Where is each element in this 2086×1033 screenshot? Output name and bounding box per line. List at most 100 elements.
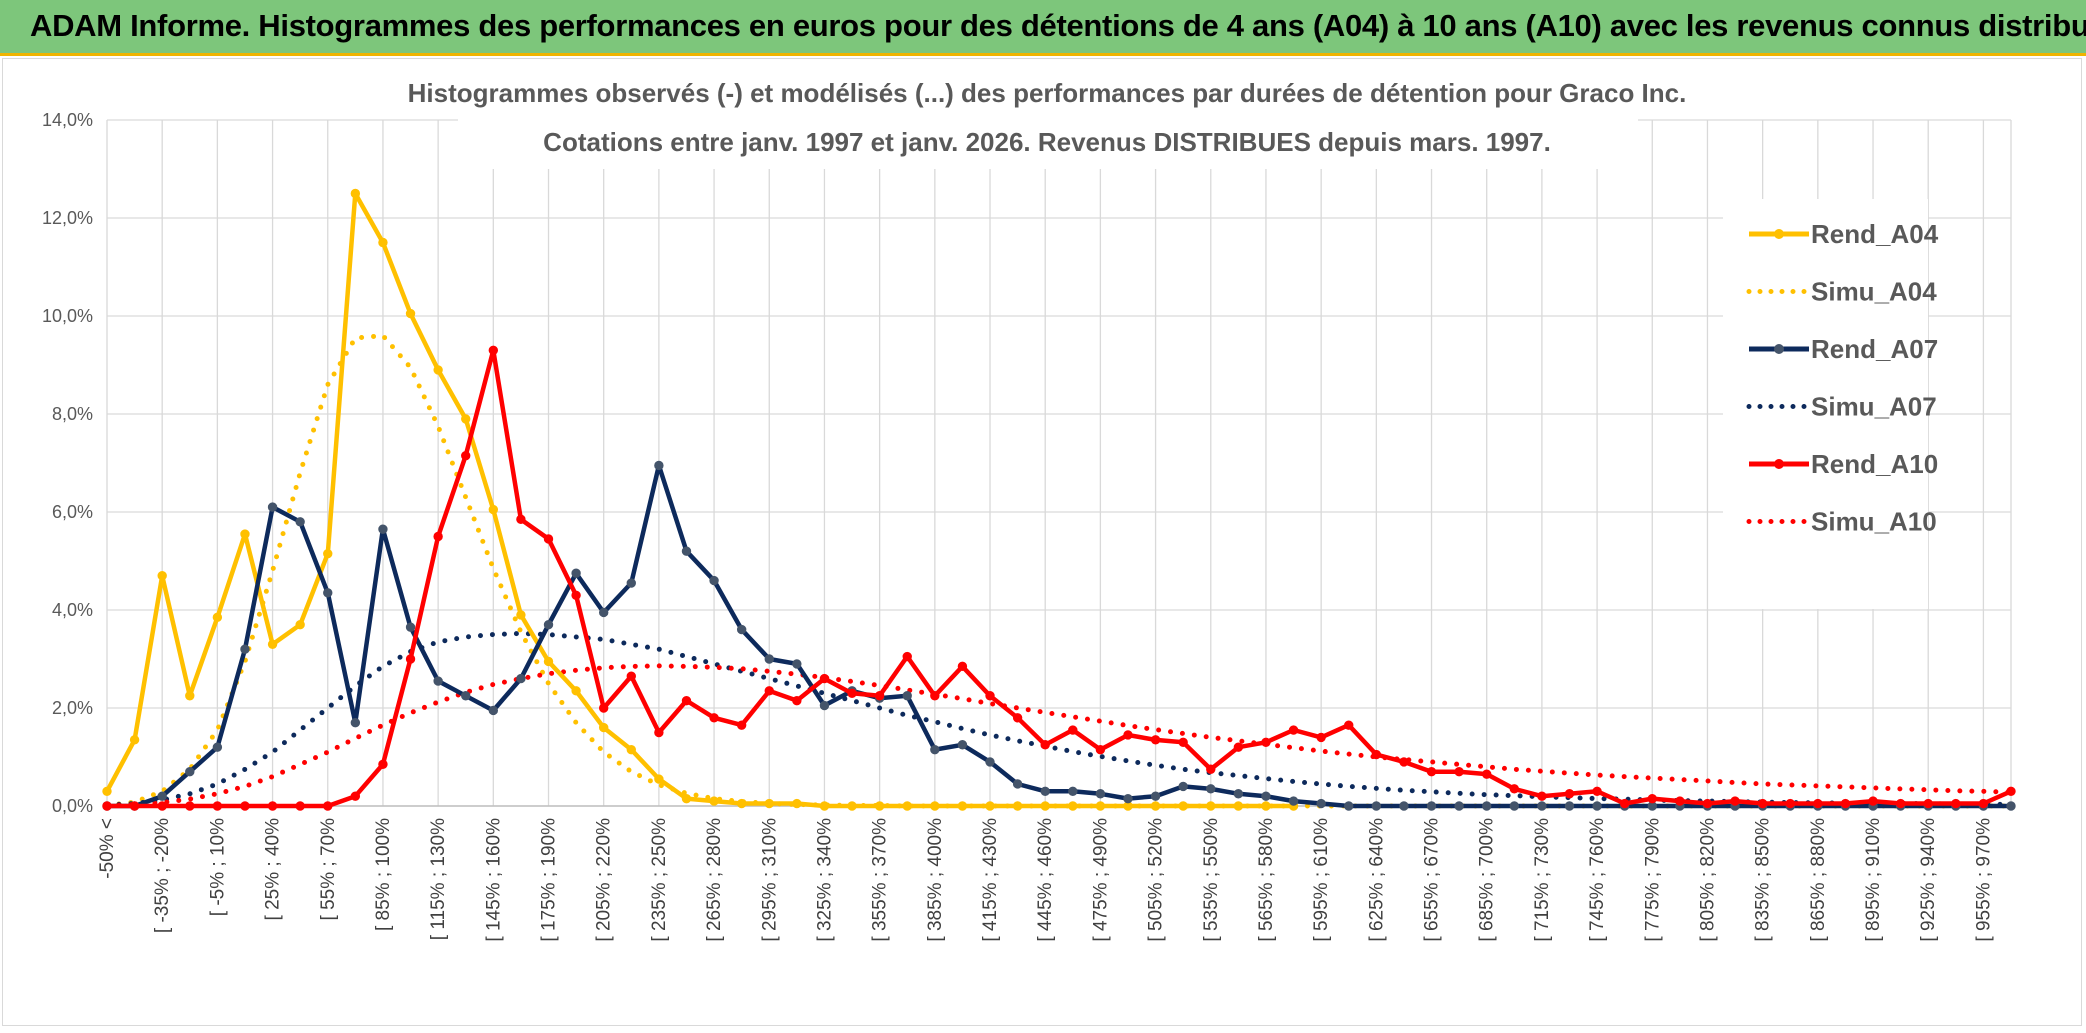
data-point: [654, 727, 664, 738]
data-point: [874, 801, 885, 811]
data-point: [957, 740, 968, 750]
data-point: [516, 514, 526, 525]
legend-label: Rend_A07: [1811, 334, 1938, 364]
data-point: [792, 695, 802, 706]
data-point: [1288, 796, 1299, 806]
data-point: [405, 622, 416, 632]
series-line-rend-a10: [107, 348, 2012, 809]
data-point: [1150, 791, 1161, 801]
x-tick-label: [ -35% ; -20%: [152, 818, 173, 933]
data-point: [350, 718, 361, 728]
chart-subtitle: Cotations entre janv. 1997 et janv. 2026…: [543, 127, 1551, 157]
x-tick-label: [ 385% ; 400%: [925, 818, 946, 942]
data-point: [1233, 801, 1244, 811]
series-lines: [102, 188, 2016, 811]
series-line-simu-a10: [104, 663, 2014, 808]
data-point: [1564, 789, 1575, 799]
x-tick-label: [ 955% ; 970%: [1973, 818, 1994, 942]
y-tick-label: 2,0%: [52, 698, 93, 718]
x-tick-label: [ 415% ; 430%: [980, 818, 1001, 942]
x-tick-label: [ 715% ; 730%: [1532, 818, 1553, 942]
data-point: [764, 798, 774, 809]
data-point: [1813, 798, 1823, 809]
data-point: [1095, 744, 1106, 755]
data-point: [1371, 749, 1382, 760]
data-point: [185, 801, 195, 811]
data-point: [571, 590, 581, 600]
data-point: [874, 691, 885, 701]
chart-title-block: Histogrammes observés (-) et modélisés (…: [408, 65, 1686, 169]
data-point: [1923, 798, 1933, 809]
data-point: [185, 691, 195, 701]
x-tick-label: [ 805% ; 820%: [1697, 818, 1718, 942]
x-tick-label: [ 25% ; 40%: [263, 818, 284, 921]
data-point: [736, 798, 747, 809]
data-point: [185, 767, 195, 777]
legend: Rend_A04 Simu_A04 Rend_A07 Simu_A07 Rend_A10…: [1723, 199, 1939, 609]
x-tick-label: [ 655% ; 670%: [1422, 818, 1443, 942]
x-tick-label: [ 355% ; 370%: [870, 818, 891, 942]
data-point: [1647, 793, 1657, 804]
data-point: [764, 686, 774, 696]
legend-label: Simu_A04: [1811, 277, 1937, 307]
data-point: [295, 801, 305, 811]
y-tick-label: 10,0%: [42, 306, 93, 326]
data-point: [709, 796, 719, 806]
series-line-rend-a04: [105, 191, 1294, 809]
x-tick-label: [ -5% ; 10%: [207, 818, 228, 916]
data-point: [295, 517, 305, 527]
y-tick-label: 12,0%: [42, 208, 93, 228]
x-tick-label: [ 895% ; 910%: [1863, 818, 1884, 942]
data-point: [212, 742, 223, 752]
x-tick-label: [ 265% ; 280%: [704, 818, 725, 942]
x-tick-label: [ 295% ; 310%: [759, 818, 780, 942]
data-point: [1040, 740, 1050, 750]
data-point: [1233, 789, 1244, 799]
data-point: [598, 607, 609, 618]
data-point: [1178, 801, 1188, 811]
data-point: [433, 531, 443, 542]
data-point: [598, 703, 609, 713]
data-point: [736, 720, 747, 730]
data-point: [350, 791, 361, 801]
data-point: [709, 575, 719, 586]
data-point: [1757, 798, 1768, 809]
data-point: [1040, 786, 1050, 796]
data-point: [516, 610, 526, 620]
x-tick-label: [ 565% ; 580%: [1256, 818, 1277, 942]
x-tick-label: [ 505% ; 520%: [1146, 818, 1167, 942]
data-point: [654, 774, 664, 784]
data-point: [902, 651, 912, 662]
x-tick-label: [ 625% ; 640%: [1366, 818, 1387, 942]
data-point: [1675, 796, 1685, 806]
data-point: [1068, 786, 1078, 796]
data-point: [1095, 789, 1106, 799]
data-point: [1178, 737, 1188, 747]
y-tick-label: 4,0%: [52, 600, 93, 620]
x-tick-label: [ 535% ; 550%: [1201, 818, 1222, 942]
header-bar: ADAM Informe. Histogrammes des performan…: [0, 0, 2086, 56]
data-point: [1150, 735, 1161, 745]
data-point: [1509, 801, 1520, 811]
x-tick-label: [ 925% ; 940%: [1918, 818, 1939, 942]
data-point: [461, 691, 471, 701]
data-point: [654, 460, 664, 471]
data-point: [985, 801, 995, 811]
data-point: [461, 414, 471, 424]
data-point: [1399, 801, 1409, 811]
data-point: [1951, 798, 1961, 809]
legend-label: Simu_A07: [1811, 392, 1937, 422]
data-point: [819, 700, 830, 711]
data-point: [543, 620, 554, 630]
data-point: [985, 757, 995, 767]
data-point: [378, 524, 388, 534]
data-point: [764, 654, 774, 664]
data-point: [1730, 796, 1740, 806]
data-point: [378, 237, 388, 248]
x-tick-label: [ 115% ; 130%: [428, 818, 449, 940]
chart-frame: Histogrammes observés (-) et modélisés (…: [2, 58, 2082, 1026]
legend-label: Rend_A10: [1811, 449, 1938, 479]
data-point: [1371, 801, 1382, 811]
chart-title-background: [458, 65, 1638, 169]
histogram-chart: Histogrammes observés (-) et modélisés (…: [42, 65, 2016, 942]
